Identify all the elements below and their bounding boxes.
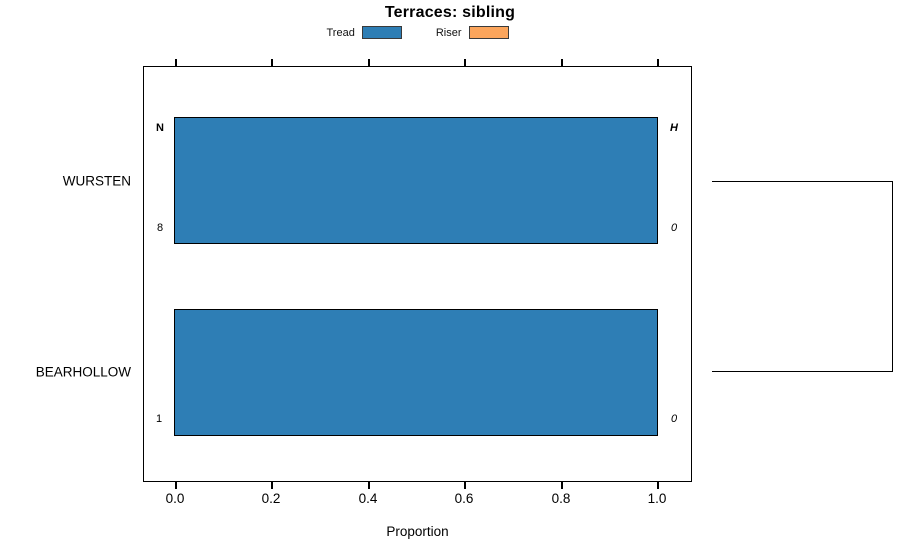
legend-swatch-tread-icon [361, 26, 402, 39]
x-tick-top-0.2 [271, 59, 273, 66]
x-tick-bottom-1.0 [657, 482, 659, 489]
x-tick-label: 0.6 [454, 491, 474, 506]
x-tick-bottom-0.2 [271, 482, 273, 489]
x-tick-label: 0.4 [358, 491, 378, 506]
annotation-left-header: N [156, 122, 164, 134]
x-tick-label: 1.0 [647, 491, 667, 506]
y-axis-label-bearhollow: BEARHOLLOW [35, 364, 131, 380]
annotation-bearhollow-n: 1 [155, 413, 163, 425]
legend-item-tread: Tread [327, 26, 402, 39]
annotation-wursten-h: 0 [670, 222, 678, 234]
bar-bearhollow-tread [174, 309, 658, 436]
row-link-bracket [712, 181, 893, 372]
legend-label-tread: Tread [326, 26, 355, 39]
x-tick-bottom-0.4 [368, 482, 370, 489]
x-tick-label: 0.8 [551, 491, 571, 506]
bar-wursten-tread [174, 117, 658, 244]
x-tick-top-0.4 [368, 59, 370, 66]
x-tick-bottom-0.8 [561, 482, 563, 489]
plot-area: N H 8 0 1 0 [143, 66, 692, 482]
annotation-wursten-n: 8 [156, 222, 164, 234]
x-tick-bottom-0.6 [464, 482, 466, 489]
chart-title: Terraces: sibling [384, 4, 516, 21]
legend-item-riser: Riser [436, 26, 509, 39]
x-axis-title: Proportion [386, 524, 449, 539]
legend-swatch-riser-icon [468, 26, 509, 39]
x-tick-bottom-0.0 [175, 482, 177, 489]
x-tick-top-1.0 [657, 59, 659, 66]
x-tick-label: 0.2 [261, 491, 281, 506]
annotation-bearhollow-h: 0 [670, 413, 678, 425]
legend-label-riser: Riser [435, 26, 462, 39]
x-tick-top-0.8 [561, 59, 563, 66]
y-axis-label-wursten: WURSTEN [62, 173, 131, 189]
annotation-right-header: H [670, 122, 678, 134]
legend: Tread Riser [143, 26, 692, 39]
x-tick-top-0.6 [464, 59, 466, 66]
x-tick-top-0.0 [175, 59, 177, 66]
x-tick-label: 0.0 [165, 491, 185, 506]
